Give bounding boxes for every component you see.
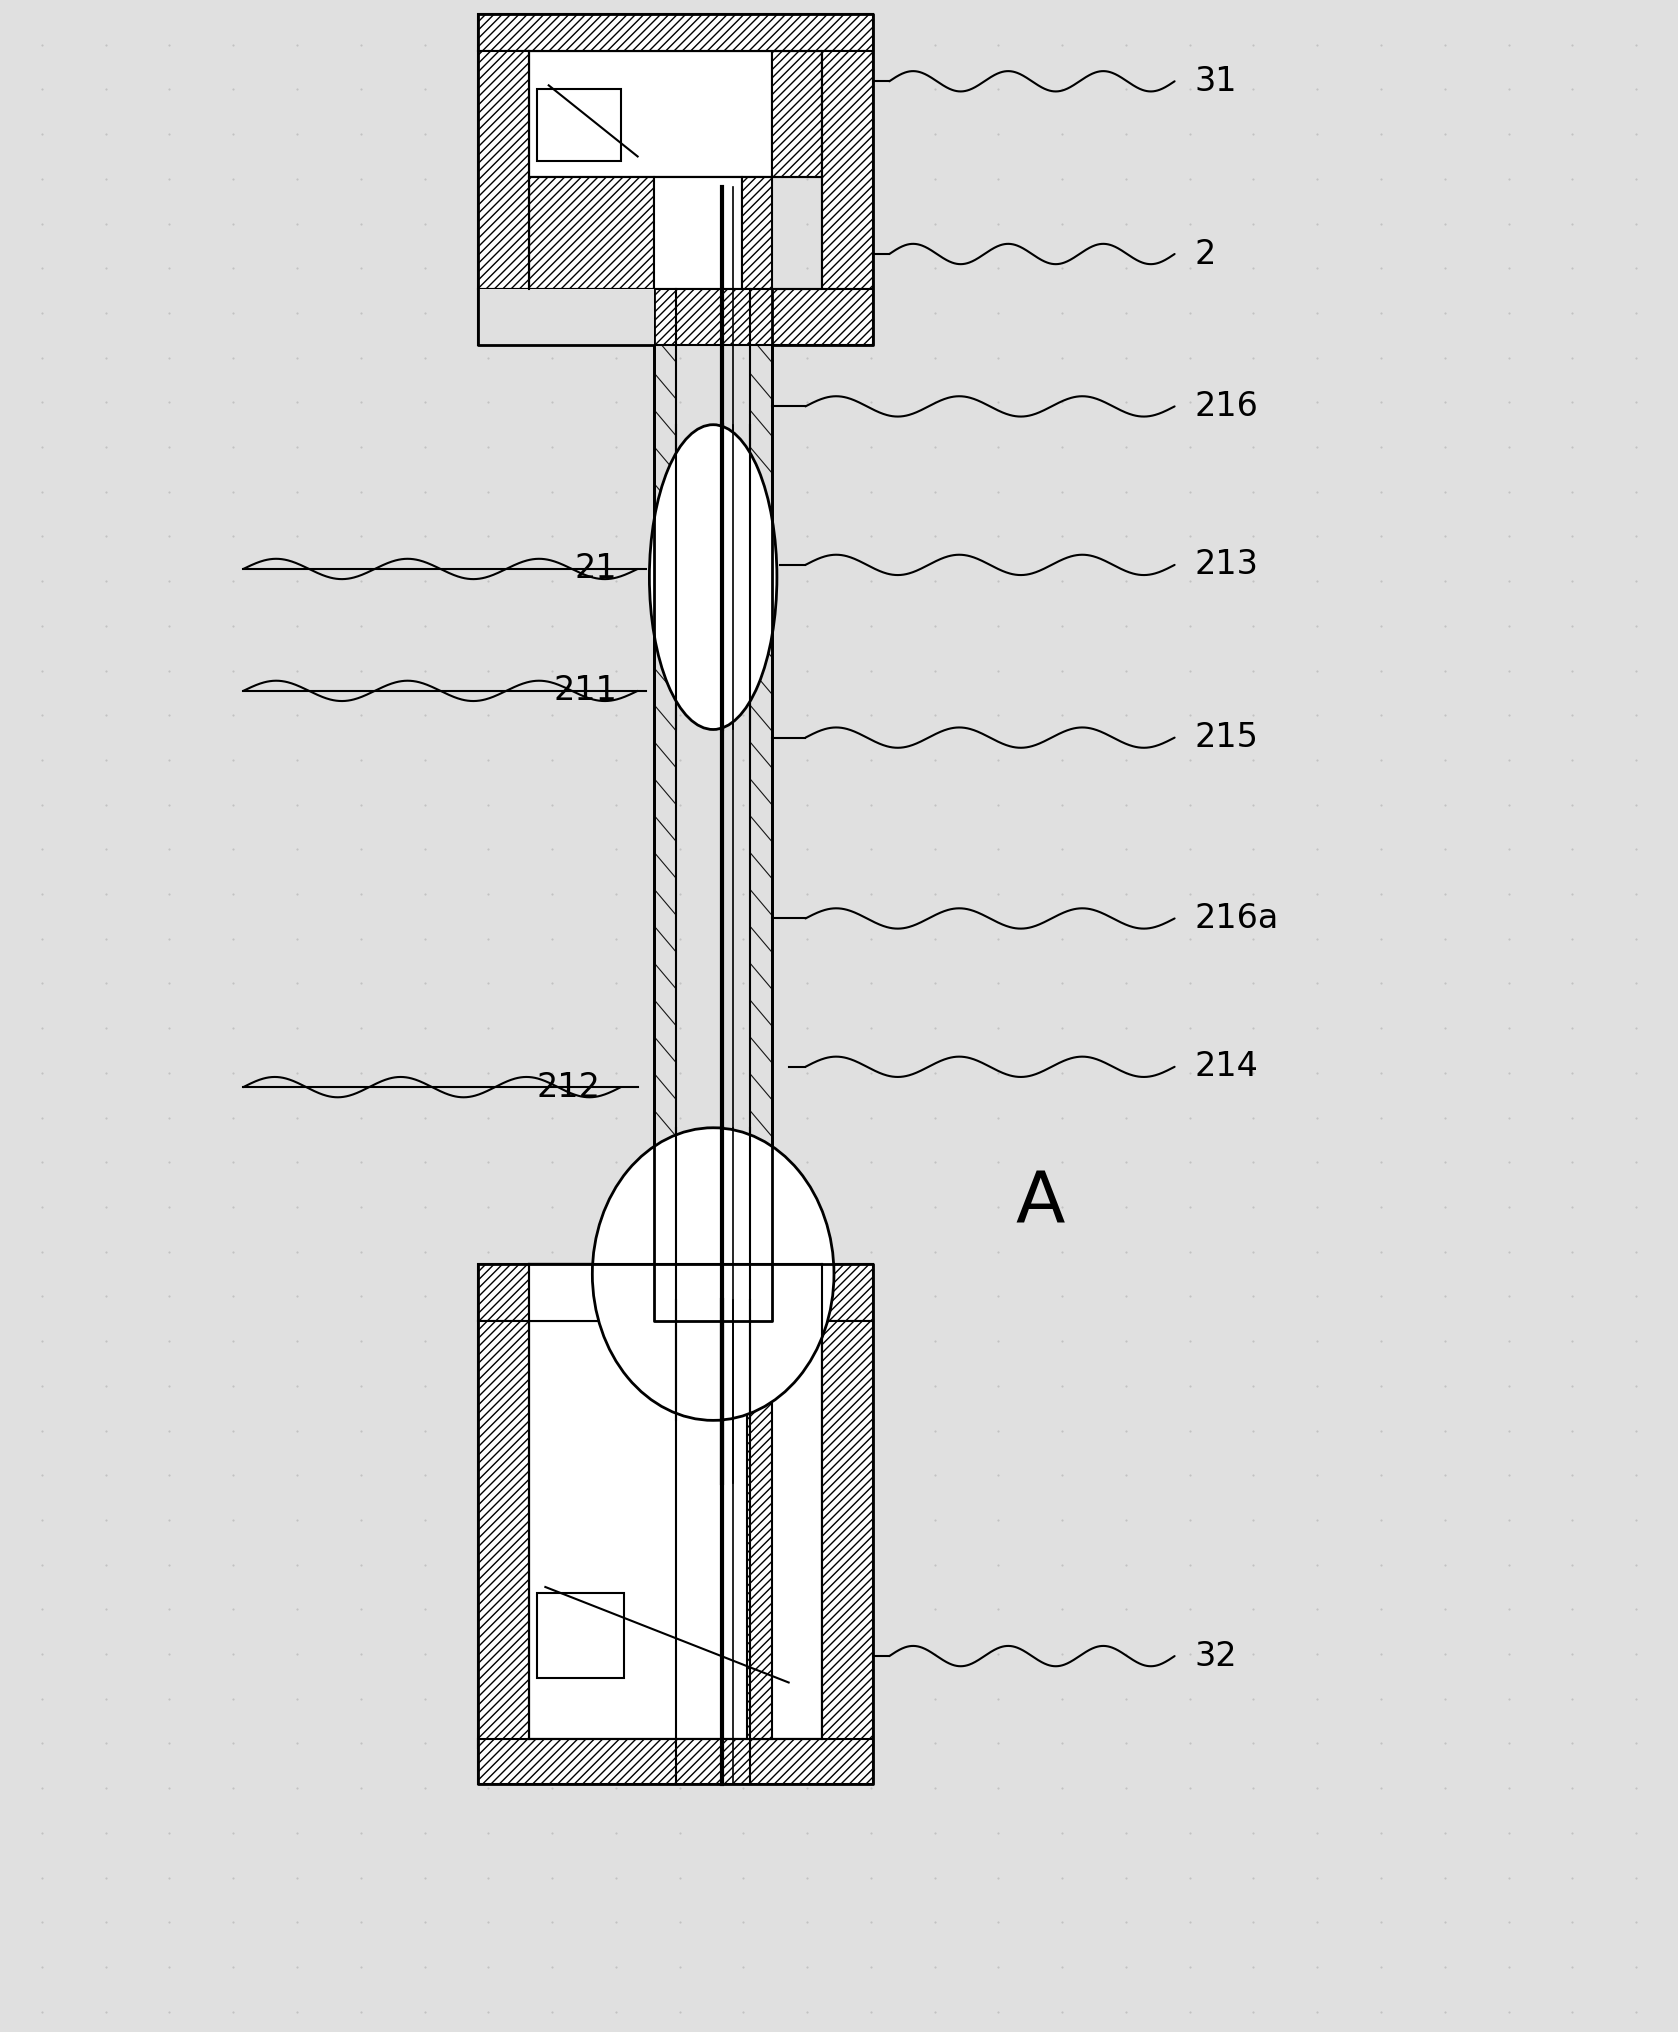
Text: A: A [1015, 1168, 1066, 1237]
Bar [529, 177, 654, 289]
Bar [478, 289, 654, 345]
Text: 32: 32 [1195, 1640, 1237, 1672]
Bar [537, 89, 621, 161]
Bar [742, 177, 772, 289]
Circle shape [592, 1128, 834, 1420]
Text: 21: 21 [576, 553, 618, 585]
Bar [747, 1264, 772, 1739]
Bar [529, 289, 654, 345]
Bar [478, 1739, 873, 1784]
Bar [654, 177, 742, 289]
Bar [478, 289, 873, 345]
Text: 216a: 216a [1195, 902, 1279, 935]
Text: 211: 211 [554, 675, 618, 707]
Bar [478, 1264, 873, 1321]
Text: 31: 31 [1195, 65, 1237, 98]
Bar [772, 51, 822, 177]
Bar [822, 1321, 873, 1748]
Bar [478, 51, 529, 289]
Bar [529, 1264, 797, 1321]
Bar [478, 14, 873, 51]
Text: 216: 216 [1195, 390, 1258, 423]
Text: 2: 2 [1195, 238, 1217, 270]
Text: 212: 212 [537, 1071, 601, 1103]
Bar [537, 1593, 624, 1678]
Text: 214: 214 [1195, 1051, 1258, 1083]
Ellipse shape [649, 425, 777, 729]
Bar [822, 51, 873, 289]
Bar [529, 51, 772, 177]
Bar [529, 1264, 822, 1739]
Text: 213: 213 [1195, 549, 1258, 581]
Bar [478, 1321, 529, 1748]
Text: 215: 215 [1195, 721, 1258, 754]
